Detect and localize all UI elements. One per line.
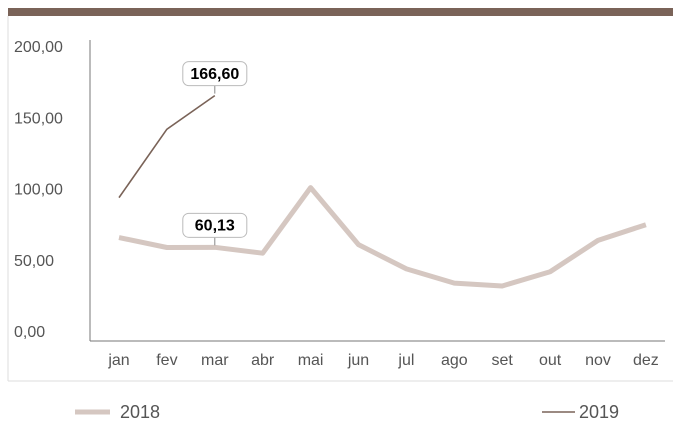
label-box [182,212,248,238]
top-bar [8,8,673,16]
legend-label: 2018 [120,402,160,422]
x-tick-label: ago [441,352,468,369]
label-box [182,61,248,87]
x-tick-label: fev [156,352,177,369]
x-tick-label: mar [201,352,229,369]
x-tick-label: jun [347,352,369,369]
y-tick-label: 150,00 [14,110,63,127]
x-tick-label: jul [397,352,414,369]
x-tick-label: jan [107,352,129,369]
y-tick-label: 50,00 [14,253,54,270]
data-label: 60,13 [195,218,235,235]
x-tick-label: dez [633,352,659,369]
x-tick-label: set [492,352,514,369]
data-label: 166,60 [190,66,239,83]
y-tick-label: 200,00 [14,39,63,56]
y-tick-label: 0,00 [14,324,45,341]
x-tick-label: abr [251,352,275,369]
y-tick-label: 100,00 [14,182,63,199]
x-tick-label: mai [298,352,324,369]
legend-label: 2019 [579,402,619,422]
x-tick-label: nov [585,352,611,369]
series-line [118,94,216,199]
series-line [118,185,647,289]
x-tick-label: out [539,352,562,369]
